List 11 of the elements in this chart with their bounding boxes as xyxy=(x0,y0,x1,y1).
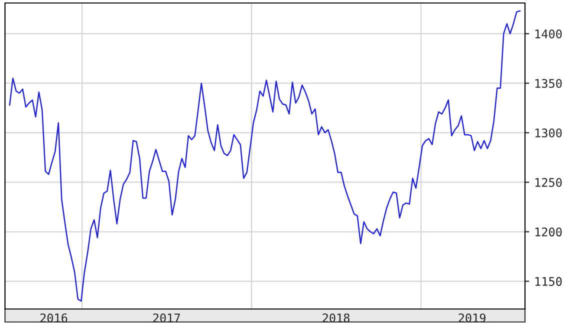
y-tick-label: 1350 xyxy=(535,78,562,88)
x-tick-label: 2016 xyxy=(40,313,68,322)
line-series xyxy=(9,10,521,302)
y-tick-label: 1300 xyxy=(535,128,562,138)
x-tick-label: 2018 xyxy=(322,313,350,322)
y-tick-label: 1250 xyxy=(535,178,562,187)
y-tick-label: 1200 xyxy=(535,228,562,236)
y-tick-label: 1150 xyxy=(535,277,562,286)
y-tick-label: 1400 xyxy=(535,29,562,38)
x-tick-label: 2017 xyxy=(153,313,180,322)
x-tick-label: 2019 xyxy=(458,313,486,322)
